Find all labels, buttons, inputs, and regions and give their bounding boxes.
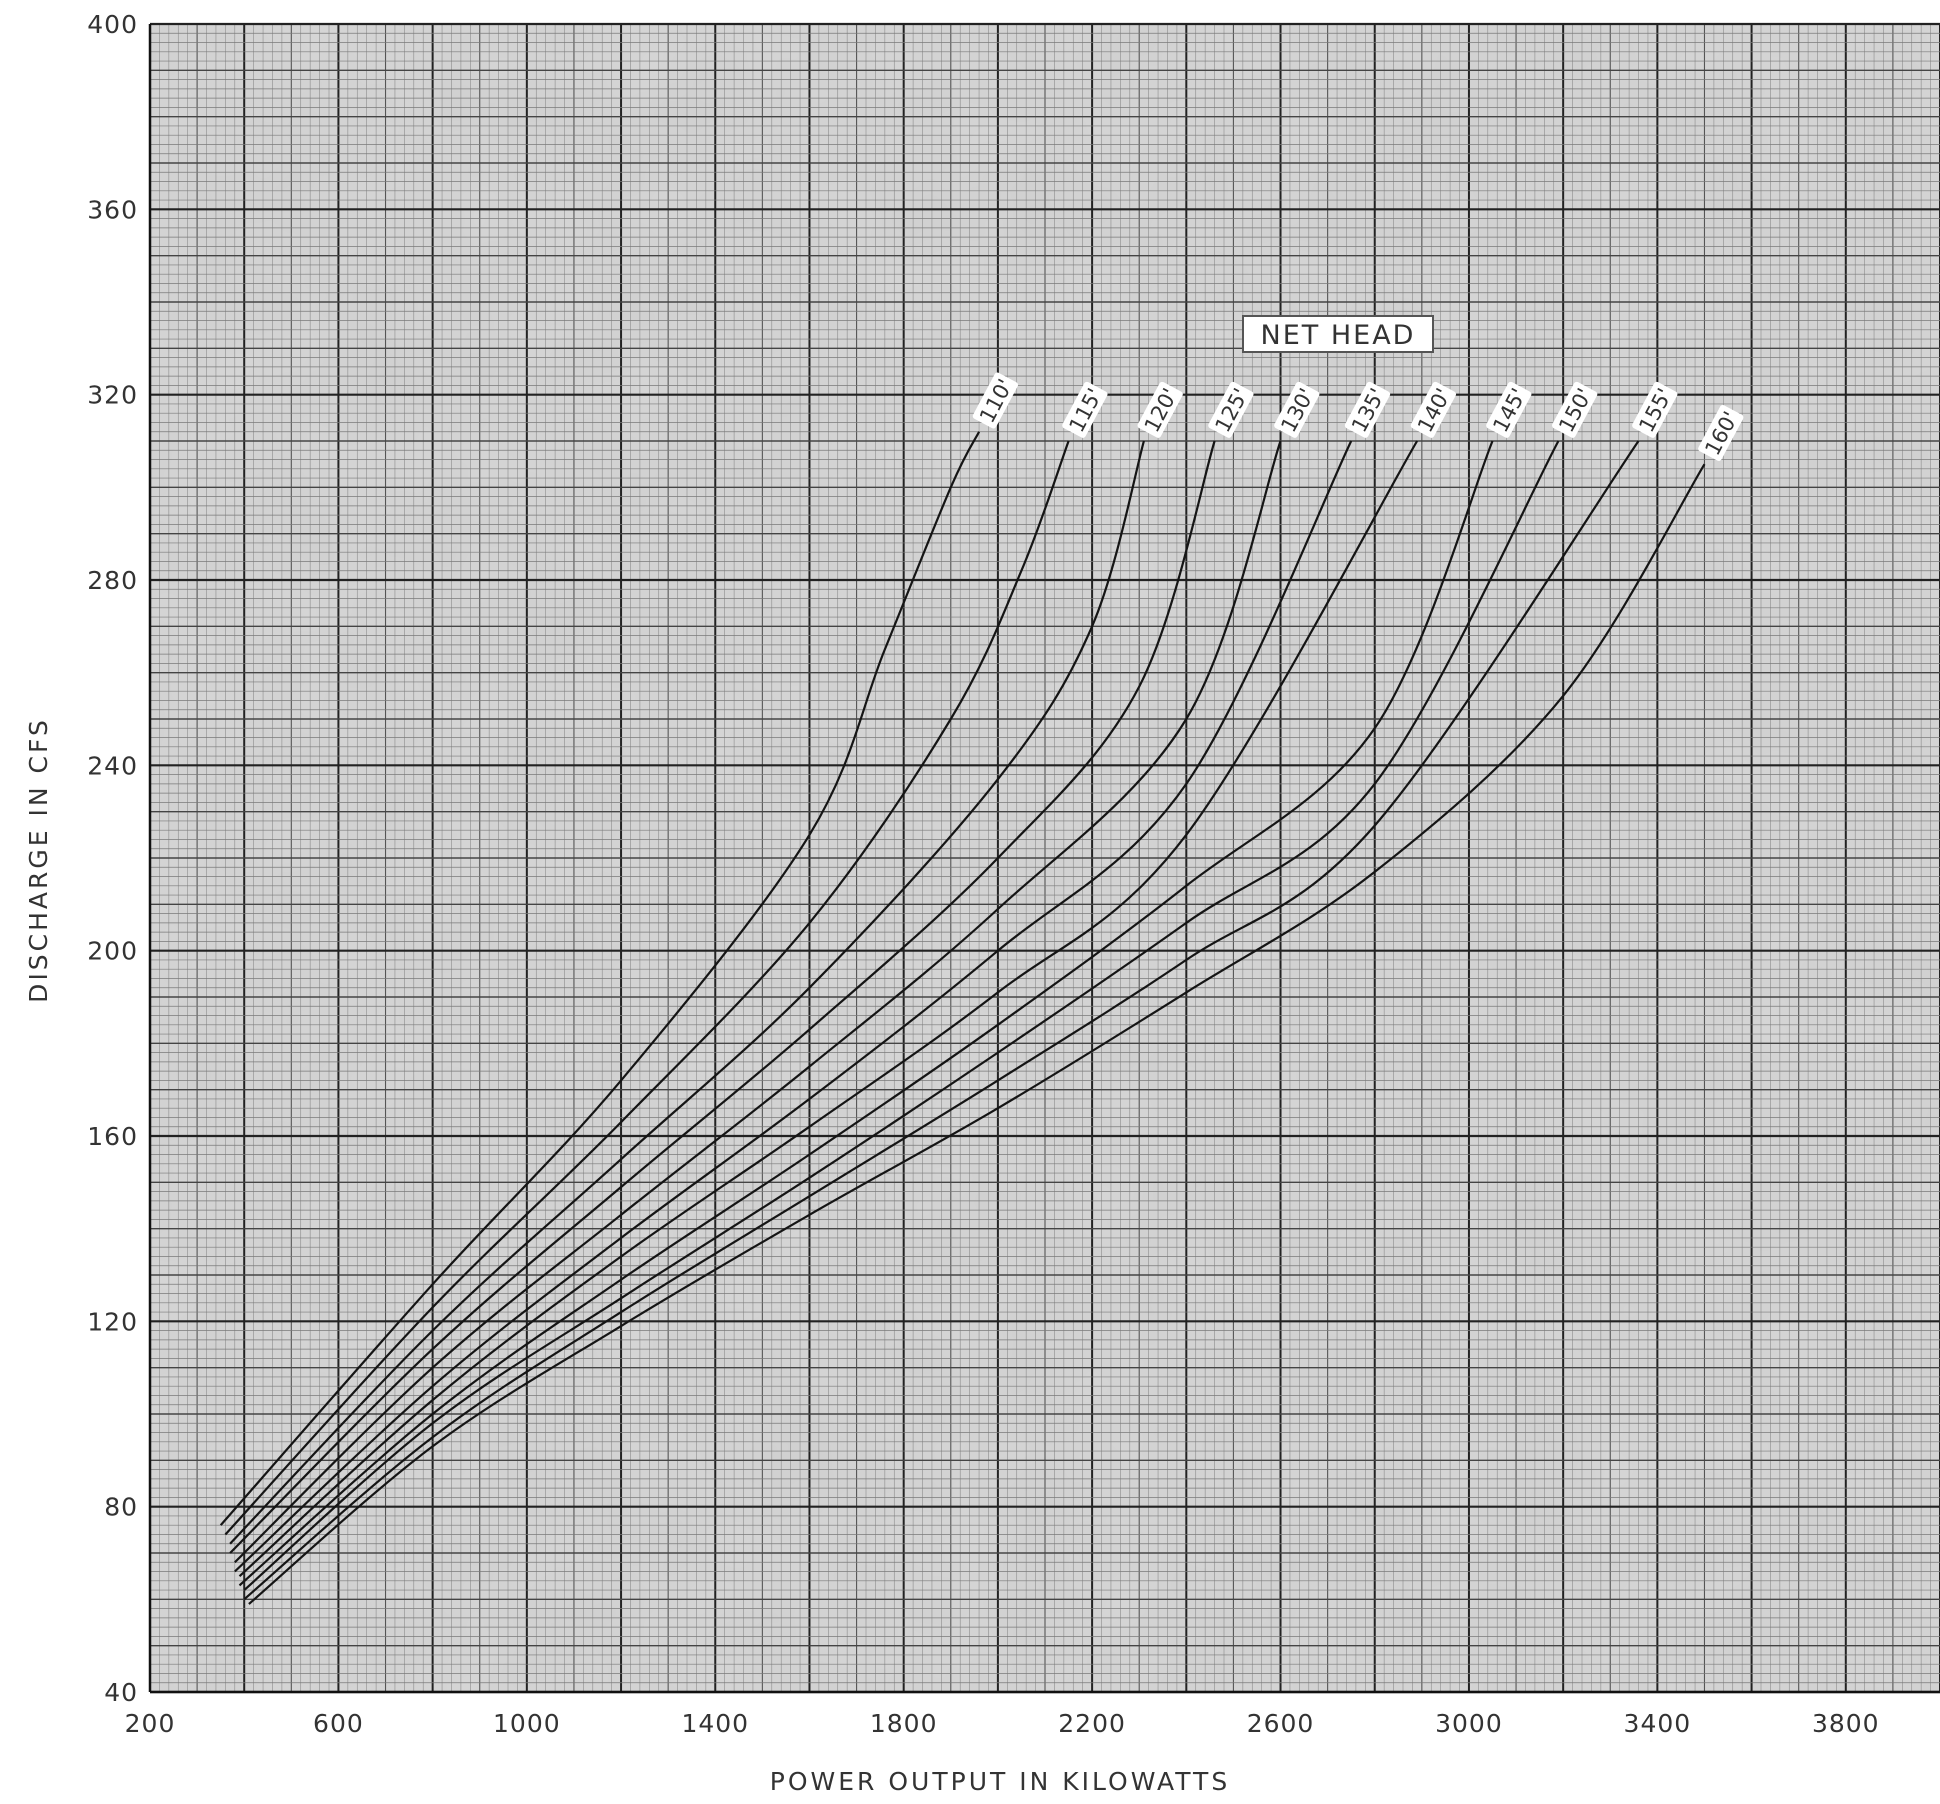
series-line-155 bbox=[243, 440, 1640, 1601]
axes: 200 600 1000 1400 1800 2200 2600 3000 3400 3800 40… bbox=[87, 10, 1940, 1738]
curve-label-bg bbox=[1137, 381, 1183, 438]
legend-title: NET HEAD bbox=[1261, 320, 1416, 351]
y-tick-label: 280 bbox=[87, 566, 138, 595]
curve-label-bg bbox=[1062, 381, 1108, 438]
x-tick-label: 600 bbox=[313, 1709, 364, 1738]
y-tick-label: 400 bbox=[87, 10, 138, 39]
y-tick-label: 160 bbox=[87, 1122, 138, 1151]
y-tick-label: 80 bbox=[104, 1493, 138, 1522]
curve-label-bg bbox=[1208, 381, 1254, 438]
y-tick-label: 200 bbox=[87, 937, 138, 966]
series-line-125 bbox=[229, 440, 1216, 1554]
x-tick-label: 2200 bbox=[1058, 1709, 1126, 1738]
grid bbox=[149, 22, 1940, 1694]
series-line-110 bbox=[219, 431, 981, 1526]
series-line-135 bbox=[234, 440, 1353, 1573]
legend-box bbox=[1242, 315, 1434, 353]
y-tick-label: 360 bbox=[87, 195, 138, 224]
y-tick-label: 240 bbox=[87, 751, 138, 780]
curve-label-bg bbox=[1486, 381, 1532, 438]
y-tick-label: 40 bbox=[104, 1678, 138, 1707]
series-line-150 bbox=[243, 440, 1560, 1591]
x-tick-label: 1800 bbox=[870, 1709, 938, 1738]
series-line-120 bbox=[229, 440, 1145, 1545]
curve-label-bg bbox=[1552, 381, 1598, 438]
curve-label-bg bbox=[972, 372, 1019, 429]
x-tick-label: 2600 bbox=[1247, 1709, 1315, 1738]
y-tick-label: 120 bbox=[87, 1307, 138, 1336]
y-tick-label: 320 bbox=[87, 381, 138, 410]
x-tick-label: 200 bbox=[125, 1709, 176, 1738]
y-axis-title: DISCHARGE IN CFS bbox=[24, 717, 53, 1003]
series-lines bbox=[219, 431, 1706, 1605]
x-tick-label: 3800 bbox=[1812, 1709, 1880, 1738]
legend: NET HEAD bbox=[1242, 315, 1434, 353]
series-line-115 bbox=[224, 440, 1070, 1536]
curve-label-bg bbox=[1344, 381, 1391, 438]
curve-label-bg bbox=[1410, 381, 1457, 438]
x-tick-label: 3000 bbox=[1435, 1709, 1503, 1738]
curve-label-bg bbox=[1698, 405, 1744, 462]
x-axis-title: POWER OUTPUT IN KILOWATTS bbox=[770, 1767, 1230, 1796]
series-line-130 bbox=[234, 440, 1282, 1564]
curve-label-bg bbox=[1274, 381, 1320, 438]
series-line-160 bbox=[248, 463, 1706, 1605]
x-tick-label: 3400 bbox=[1624, 1709, 1692, 1738]
x-tick-label: 1000 bbox=[493, 1709, 561, 1738]
series-line-140 bbox=[238, 440, 1419, 1578]
series-line-145 bbox=[238, 440, 1494, 1587]
x-tick-label: 1400 bbox=[681, 1709, 749, 1738]
curve-label-bg bbox=[1632, 381, 1678, 438]
